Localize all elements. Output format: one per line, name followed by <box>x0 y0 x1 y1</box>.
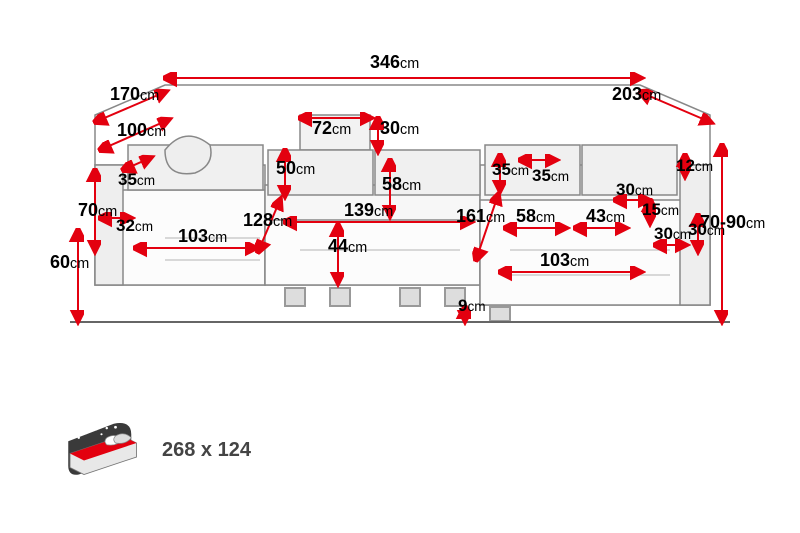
dim-43: 43cm <box>586 206 625 227</box>
dim-15: 15cm <box>642 200 679 220</box>
bed-size-label: 268 x 124 <box>162 439 251 462</box>
bed-size-badge: 268 x 124 <box>60 415 251 485</box>
dim-100: 100cm <box>117 120 166 141</box>
dim-128: 128cm <box>243 210 292 231</box>
dim-72: 72cm <box>312 118 351 139</box>
dim-103r: 103cm <box>540 250 589 271</box>
dim-30t: 30cm <box>380 118 419 139</box>
dim-12: 12cm <box>676 156 713 176</box>
dim-30r: 30cm <box>616 180 653 200</box>
dim-139: 139cm <box>344 200 393 221</box>
dim-161: 161cm <box>456 206 505 227</box>
dim-346: 346cm <box>370 52 419 73</box>
dim-32: 32cm <box>116 216 153 236</box>
dim-7090: 70-90cm <box>700 212 765 233</box>
bed-icon <box>60 415 150 485</box>
dim-58r: 58cm <box>516 206 555 227</box>
dim-9: 9cm <box>458 296 486 316</box>
dim-44: 44cm <box>328 236 367 257</box>
dim-35rw: 35cm <box>532 166 569 186</box>
dim-50: 50cm <box>276 158 315 179</box>
dim-170: 170cm <box>110 84 159 105</box>
dim-203: 203cm <box>612 84 661 105</box>
dim-35rh: 35cm <box>492 160 529 180</box>
dim-103l: 103cm <box>178 226 227 247</box>
dim-58: 58cm <box>382 174 421 195</box>
dim-35l: 35cm <box>118 170 155 190</box>
dim-60: 60cm <box>50 252 89 273</box>
dim-30bw: 30cm <box>654 224 691 244</box>
dim-70: 70cm <box>78 200 117 221</box>
